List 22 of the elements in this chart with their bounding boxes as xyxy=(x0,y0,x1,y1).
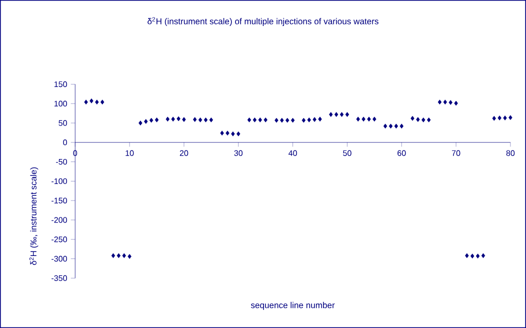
y-tick-label: 50 xyxy=(58,120,67,126)
y-tick-label: 100 xyxy=(54,100,67,106)
x-tick-label: 80 xyxy=(506,150,515,156)
chart-title: δ$^{2}$H (instrument scale) of multiple injections of various waters xyxy=(148,17,378,26)
x-tick-label: 40 xyxy=(288,150,297,156)
y-tick-label: 150 xyxy=(54,81,67,88)
x-tick-label: 30 xyxy=(234,150,243,156)
x-tick-label: 60 xyxy=(398,150,406,156)
y-axis-title: δ$^{2}$H (‰, instrument scale) xyxy=(29,167,38,265)
y-tick-label: -150 xyxy=(52,198,67,204)
y-tick-label: -300 xyxy=(52,256,67,262)
y-tick-label: -350 xyxy=(52,275,67,281)
x-tick-label: 70 xyxy=(452,150,460,156)
x-tick-label: 10 xyxy=(126,150,134,156)
x-axis-title: sequence line number xyxy=(250,302,335,310)
y-tick-label: -250 xyxy=(52,236,67,242)
y-tick-label: -50 xyxy=(56,158,67,165)
x-tick-label: 50 xyxy=(343,150,352,156)
y-tick-label: -200 xyxy=(52,217,67,223)
y-tick-label: 0 xyxy=(63,140,67,146)
y-tick-label: -100 xyxy=(52,178,67,184)
x-tick-label: 20 xyxy=(180,150,188,156)
